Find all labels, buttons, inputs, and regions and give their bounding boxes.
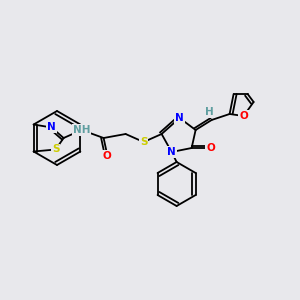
Text: S: S [140, 137, 147, 147]
Text: S: S [52, 145, 59, 154]
Text: N: N [47, 122, 56, 133]
Text: H: H [205, 107, 214, 117]
Text: O: O [102, 151, 111, 161]
Text: NH: NH [73, 125, 90, 135]
Text: N: N [167, 147, 176, 157]
Text: O: O [239, 111, 248, 121]
Text: N: N [175, 113, 184, 123]
Text: O: O [206, 143, 215, 153]
